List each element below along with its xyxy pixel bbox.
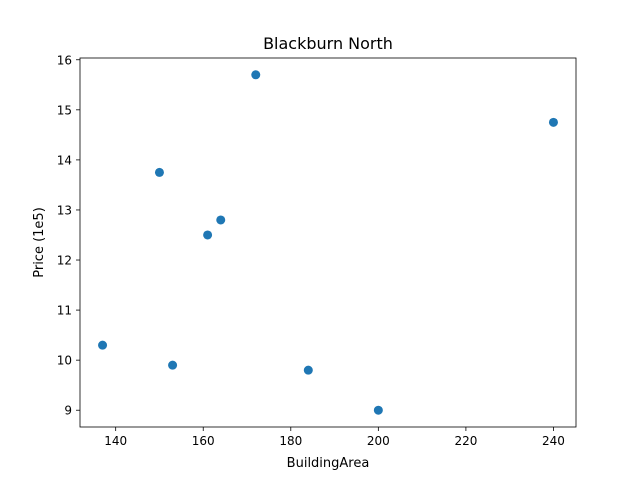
x-tick-label: 180 [279, 434, 302, 448]
data-point [373, 405, 383, 415]
plot-area [98, 70, 558, 415]
data-point [251, 70, 261, 80]
chart-title: Blackburn North [263, 34, 393, 53]
data-point [303, 365, 313, 375]
y-tick-label: 10 [57, 354, 72, 368]
x-tick-label: 140 [104, 434, 127, 448]
data-point [168, 360, 178, 370]
y-tick-label: 14 [57, 153, 72, 167]
data-point [154, 167, 164, 177]
y-axis-label: Price (1e5) [32, 207, 47, 278]
data-point [203, 230, 213, 240]
x-tick-label: 240 [542, 434, 565, 448]
data-point [98, 340, 108, 350]
x-tick-label: 160 [192, 434, 215, 448]
data-point [216, 215, 226, 225]
y-tick-label: 12 [57, 254, 72, 268]
y-axis: 9 10 11 12 13 14 15 16 [57, 53, 80, 418]
x-axis-label: BuildingArea [287, 456, 370, 471]
y-tick-label: 13 [57, 203, 72, 217]
y-tick-label: 11 [57, 304, 72, 318]
y-tick-label: 16 [57, 53, 72, 67]
x-tick-label: 220 [454, 434, 477, 448]
axes-frame [79, 57, 577, 428]
y-tick-label: 15 [57, 103, 72, 117]
data-point [548, 117, 558, 127]
x-tick-label: 200 [367, 434, 390, 448]
x-axis: 140 160 180 200 220 240 [104, 427, 565, 448]
y-tick-label: 9 [64, 404, 72, 418]
